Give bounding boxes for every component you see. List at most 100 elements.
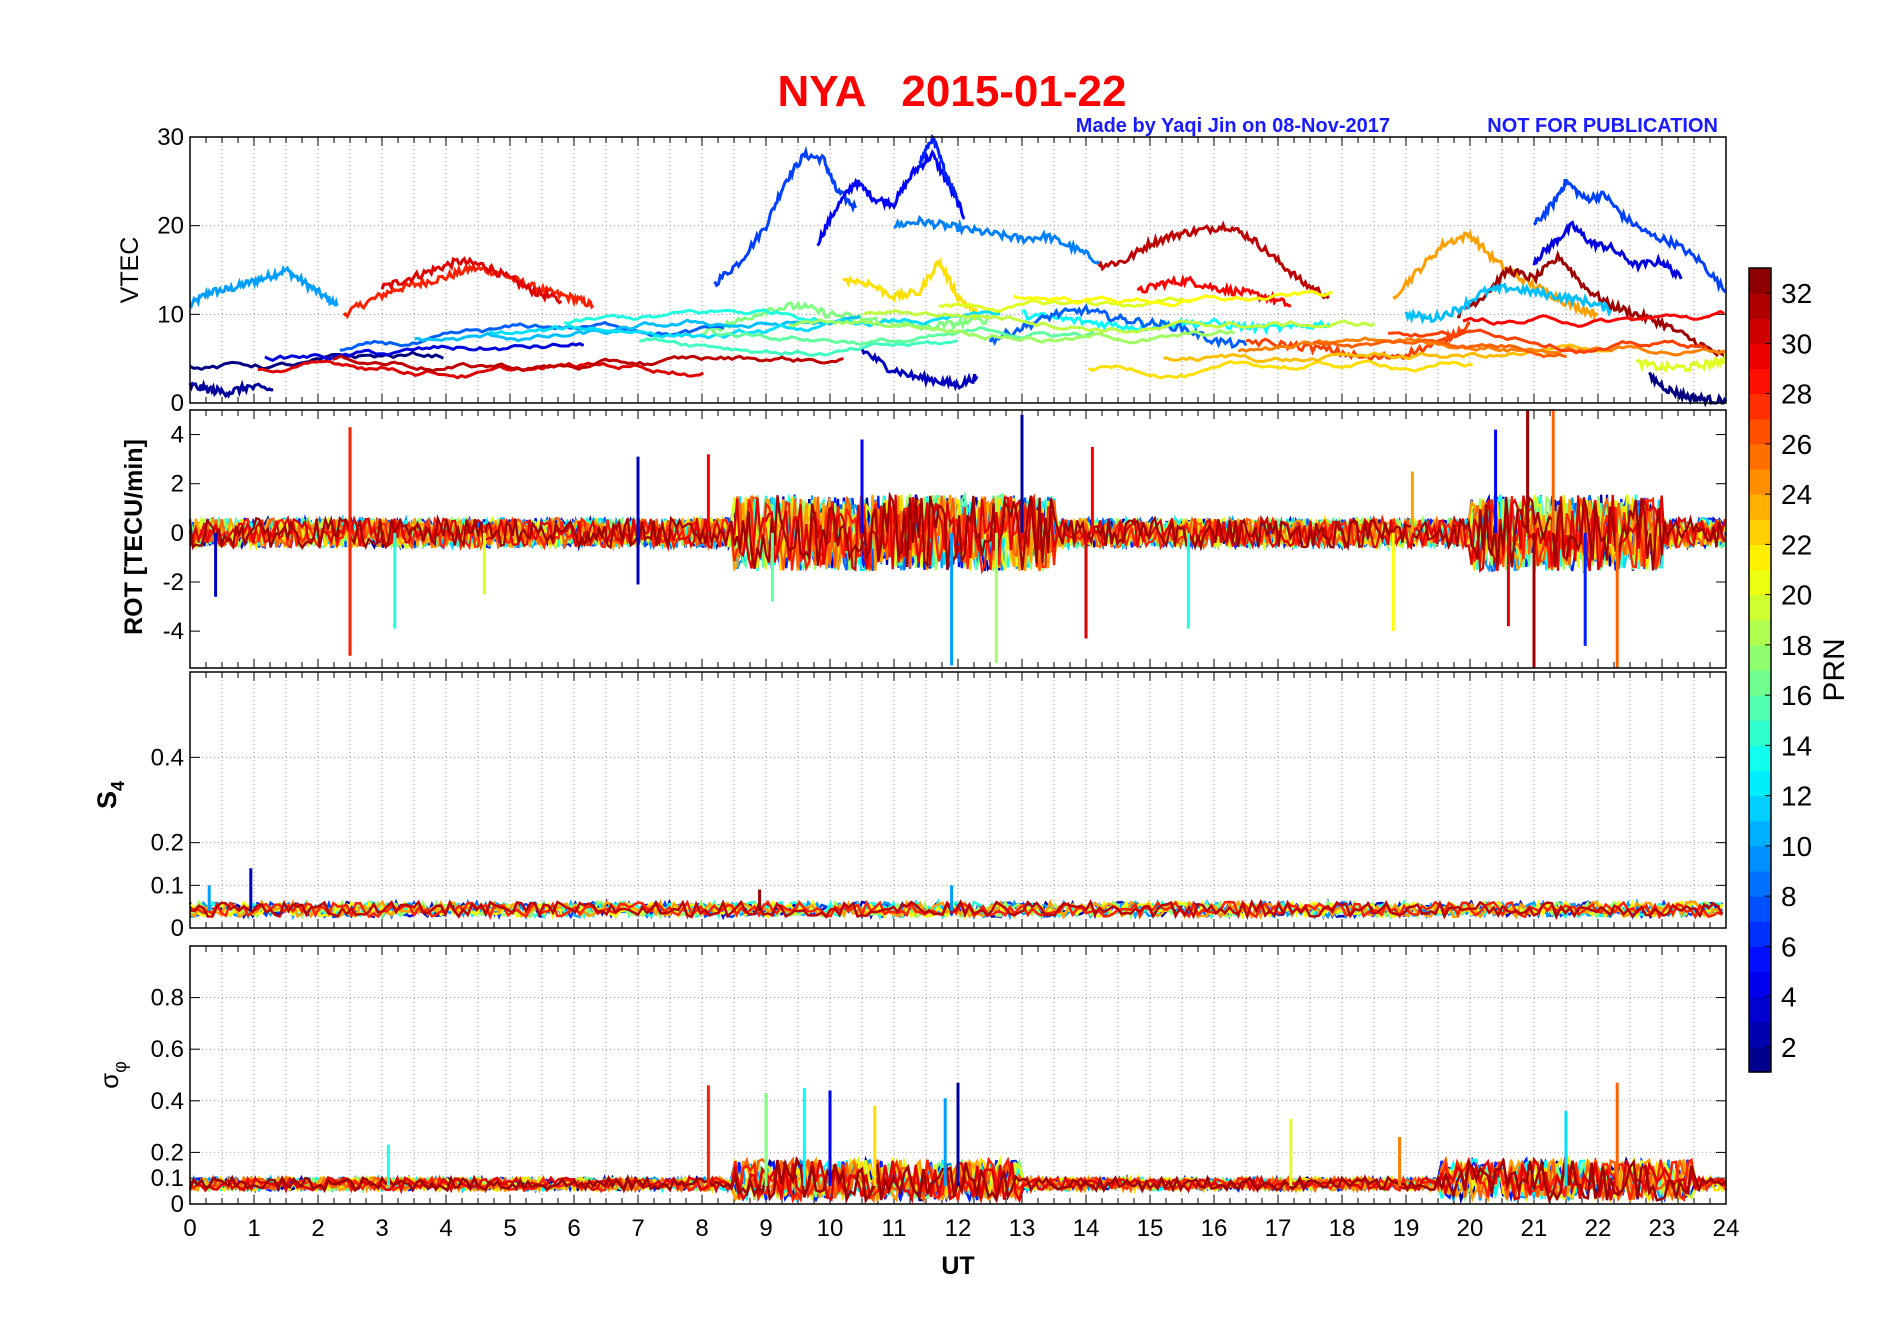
colorbar-tick-label: 4 [1781,982,1797,1013]
vtec-series-line [264,341,585,363]
colorbar-tick-label: 30 [1781,328,1812,359]
colorbar-segment [1749,494,1771,520]
prn-colorbar-label: PRN [1818,638,1851,701]
sigma-phi-panel: 00.10.20.40.60.80 1 2 3 4 5 6 7 8 9 10 11 12 13 14 15 16… [151,945,1740,1242]
colorbar-tick-label: 26 [1781,429,1812,460]
colorbar-tick-label: 6 [1781,931,1797,962]
chart-title: NYA 2015-01-22 [778,67,1127,116]
colorbar-segment [1749,946,1771,973]
vtec-series-line [380,256,563,305]
vtec-series-line [816,149,966,247]
x-tick-label: 20 [1457,1215,1484,1242]
colorbar-segment [1749,1021,1771,1048]
s4-axis-label: S4 [92,781,128,809]
vtec-series-line [1237,336,1727,357]
vtec-series-line [639,336,959,357]
vtec-series-line [863,309,1376,334]
x-tick-label: 9 [759,1215,772,1242]
x-tick-label: 0 [183,1215,196,1242]
svg-text:σφ: σφ [94,1061,130,1089]
colorbar-tick-label: 16 [1781,680,1812,711]
x-tick-label: 3 [375,1215,388,1242]
sigma-label-sub: φ [110,1061,130,1073]
x-tick-label: 10 [817,1215,844,1242]
vtec-series-line [1532,220,1683,281]
y-tick-label: 4 [171,422,184,449]
colorbar-segment [1749,368,1771,395]
x-tick-label: 18 [1329,1215,1356,1242]
x-tick-label: 11 [882,1215,907,1242]
colorbar-segment [1749,1046,1771,1073]
y-tick-label: 0 [171,520,184,547]
panel-border [189,671,1727,929]
vtec-series-line [1457,249,1728,360]
x-tick-label: 7 [631,1215,644,1242]
sigma-label-main: σ [94,1073,124,1089]
vtec-series-line [1635,351,1728,374]
s4-label-main: S [92,791,122,809]
rot-axis-label: ROT [TECU/min] [120,439,148,635]
y-tick-label: 20 [157,213,184,240]
s4-series-line [189,898,1724,921]
panel-border [189,945,1727,1205]
vtec-series-line [189,350,445,372]
vtec-series-line [1097,220,1330,300]
colorbar-segment [1749,519,1771,545]
colorbar-tick-label: 24 [1781,479,1812,510]
colorbar-tick-label: 20 [1781,580,1812,611]
colorbar-segment [1749,996,1771,1023]
vtec-axis-label: VTEC [116,237,144,304]
x-tick-label: 12 [945,1215,972,1242]
ut-axis-label: UT [941,1252,974,1280]
y-tick-label: 0.6 [151,1036,184,1063]
x-tick-label: 24 [1713,1215,1740,1242]
vtec-series-line [1136,274,1292,308]
vtec-series-line [1404,282,1613,325]
vtec-series-line [788,318,1236,345]
colorbar-tick-label: 8 [1781,881,1797,912]
colorbar-segment [1749,820,1771,847]
y-tick-label: 0.2 [151,1139,184,1166]
x-tick-label: 13 [1009,1215,1036,1242]
colorbar-segment [1749,318,1771,344]
colorbar-segment [1749,293,1771,319]
vtec-series-line [332,354,844,373]
colorbar-segment [1749,871,1771,897]
colorbar-segment [1749,720,1771,746]
y-tick-label: 0.4 [151,1088,184,1115]
colorbar-segment [1749,418,1771,445]
rot-panel: -4 -2 0 2 4 [163,409,1727,669]
y-tick-label: 2 [171,471,184,498]
colorbar-segment [1749,443,1771,470]
colorbar-segment [1749,795,1771,822]
panel-border [189,136,1727,404]
x-tick-label: 6 [567,1215,580,1242]
colorbar-tick-label: 2 [1781,1032,1797,1063]
y-tick-label: 0.1 [151,1165,184,1192]
x-tick-label: 22 [1585,1215,1612,1242]
x-tick-label: 2 [311,1215,324,1242]
x-tick-label: 4 [439,1215,452,1242]
vtec-panel: 0 10 20 30 [157,124,1728,417]
vtec-series-line [339,320,725,352]
colorbar-border [1748,267,1772,1073]
x-tick-label: 8 [695,1215,708,1242]
y-tick-label: 0.2 [151,830,184,857]
colorbar-segment [1749,343,1771,370]
colorbar-segment [1749,745,1771,772]
vtec-series-line [1387,328,1708,355]
colorbar-tick-label: 28 [1781,379,1812,410]
x-tick-label: 15 [1137,1215,1164,1242]
colorbar-tick-label: 14 [1781,730,1812,761]
y-tick-label: -4 [163,618,184,645]
colorbar-segment [1749,896,1771,922]
vtec-series-line [188,264,339,310]
colorbar-segment [1749,469,1771,495]
x-tick-label: 5 [503,1215,516,1242]
colorbar-segment [1749,971,1771,998]
vtec-series-line [893,214,1100,265]
s4-panel: 0 0.1 0.2 0.4 [151,671,1727,942]
colorbar-segment [1749,644,1771,671]
